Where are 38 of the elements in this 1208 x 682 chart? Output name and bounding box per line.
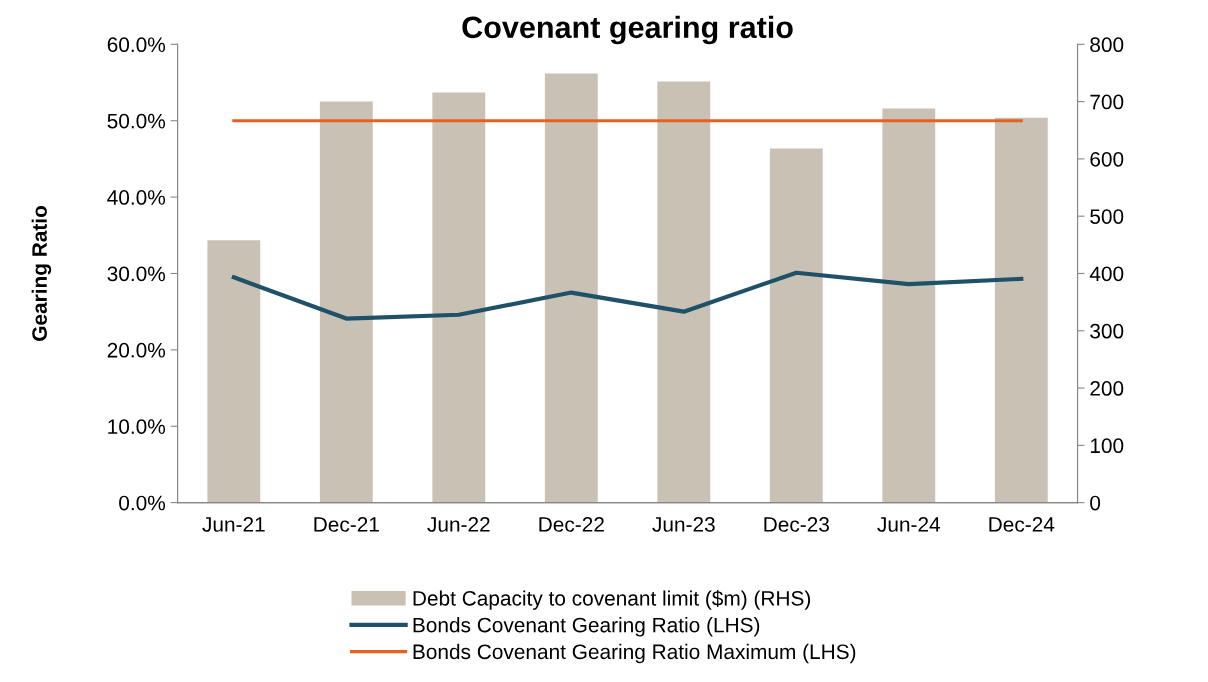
y-tick-label: 10.0%	[108, 419, 166, 434]
bar	[319, 101, 373, 503]
y2-tick-label: 500	[1090, 209, 1124, 224]
x-tick-label: Dec-21	[314, 517, 379, 532]
y-axis-title: Gearing Ratio	[31, 205, 52, 341]
legend-label: Bonds Covenant Gearing Ratio Maximum (LHS)	[413, 643, 856, 664]
bar	[882, 108, 936, 503]
x-tick-label: Jun-23	[652, 517, 715, 532]
y2-tick-label: 800	[1090, 37, 1124, 53]
y2-tick-label: 100	[1090, 438, 1124, 454]
legend-label: Debt Capacity to covenant limit ($m) (RHS)	[413, 590, 811, 610]
y2-tick-label: 400	[1089, 266, 1124, 282]
y2-tick-label: 600	[1090, 151, 1124, 167]
y-tick-label: 0.0%	[119, 495, 166, 511]
x-tick-label: Jun-21	[202, 517, 265, 532]
x-tick-label: Dec-22	[539, 517, 604, 532]
bar	[657, 81, 711, 503]
bar	[994, 117, 1048, 503]
bar	[769, 148, 823, 503]
legend-label: Bonds Covenant Gearing Ratio (LHS)	[413, 617, 760, 637]
x-tick-label: Jun-22	[427, 517, 490, 532]
y2-tick-label: 700	[1090, 94, 1124, 110]
y-tick-label: 20.0%	[107, 342, 166, 358]
chart-title: Covenant gearing ratio	[462, 15, 793, 45]
y2-tick-label: 0	[1090, 495, 1101, 511]
x-tick-label: Dec-23	[764, 517, 829, 532]
y-tick-label: 60.0%	[107, 37, 166, 53]
x-tick-label: Jun-24	[877, 517, 941, 532]
y-tick-label: 40.0%	[107, 190, 166, 205]
x-tick-label: Dec-24	[989, 517, 1055, 532]
bar	[432, 92, 486, 503]
bar	[207, 240, 261, 503]
y2-tick-label: 300	[1090, 323, 1124, 339]
y-tick-label: 30.0%	[107, 266, 166, 282]
bar	[544, 73, 598, 503]
line-series	[231, 270, 1024, 321]
y2-tick-label: 200	[1090, 381, 1124, 396]
y-tick-label: 50.0%	[107, 113, 166, 129]
